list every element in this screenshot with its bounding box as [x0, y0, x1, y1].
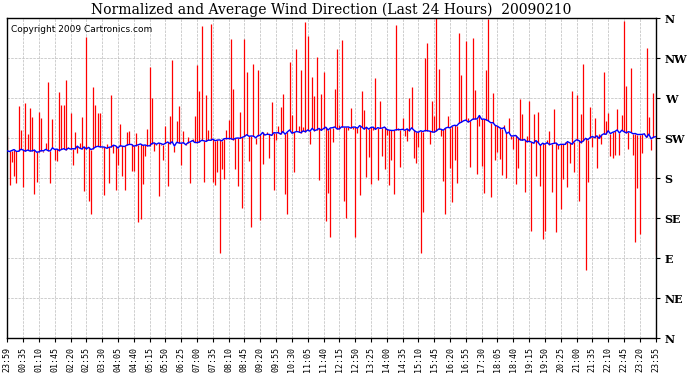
- Text: Copyright 2009 Cartronics.com: Copyright 2009 Cartronics.com: [10, 25, 152, 34]
- Title: Normalized and Average Wind Direction (Last 24 Hours)  20090210: Normalized and Average Wind Direction (L…: [91, 3, 571, 17]
